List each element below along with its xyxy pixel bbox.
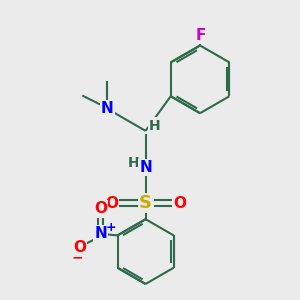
Text: N: N (94, 226, 107, 242)
Text: −: − (72, 250, 84, 265)
Text: H: H (128, 156, 139, 170)
Text: +: + (105, 221, 116, 234)
Text: N: N (101, 101, 114, 116)
Text: O: O (73, 240, 86, 255)
Text: N: N (139, 160, 152, 175)
Text: O: O (94, 201, 107, 216)
Text: O: O (105, 196, 118, 211)
Text: H: H (149, 118, 161, 133)
Text: O: O (173, 196, 186, 211)
Text: F: F (196, 28, 206, 43)
Text: S: S (139, 194, 152, 212)
